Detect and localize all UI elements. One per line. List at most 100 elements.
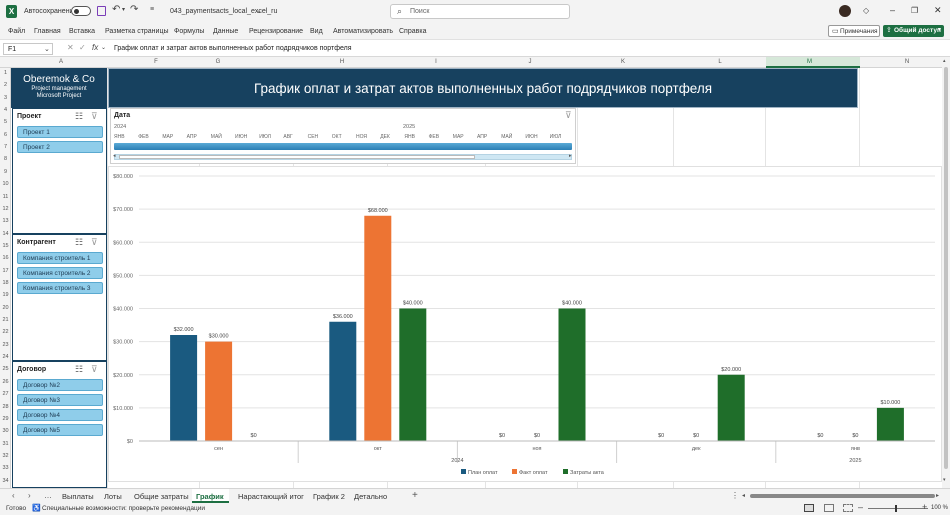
slicer-item-contract-5[interactable]: Договор №5 [17, 424, 103, 436]
zoom-slider[interactable] [868, 505, 928, 512]
more-sheets-icon[interactable]: … [44, 491, 52, 500]
row-header[interactable]: 17 [2, 267, 9, 274]
zoom-out-icon[interactable]: – [858, 502, 864, 512]
menu-data[interactable]: Данные [213, 28, 239, 35]
timeline-month[interactable]: МАЙ [501, 134, 513, 140]
row-header[interactable]: 1 [3, 70, 8, 76]
timeline-month[interactable]: ФЕВ [428, 134, 440, 140]
timeline-month[interactable]: МАЙ [210, 134, 222, 140]
column-header-h[interactable]: H [339, 59, 345, 65]
row-header[interactable]: 16 [2, 255, 9, 262]
row-header[interactable]: 3 [3, 94, 8, 101]
slicer-item-contract-2[interactable]: Договор №2 [17, 379, 103, 391]
row-header[interactable]: 6 [3, 131, 8, 138]
undo-dropdown-icon[interactable]: ▾ [122, 7, 126, 13]
row-header[interactable]: 26 [2, 378, 9, 385]
row-header[interactable]: 11 [2, 193, 9, 200]
menu-insert[interactable]: Вставка [69, 28, 96, 35]
row-header[interactable]: 4 [3, 107, 8, 114]
scroll-left-icon[interactable]: ◂ [113, 153, 116, 159]
name-box[interactable]: F1 ⌄ [3, 43, 53, 55]
tab-total-costs[interactable]: Общие затраты [134, 492, 189, 501]
row-header[interactable]: 30 [2, 428, 9, 435]
scroll-up-icon[interactable]: ▴ [943, 58, 946, 64]
row-header[interactable]: 8 [3, 156, 8, 163]
row-header[interactable]: 12 [2, 205, 9, 212]
menu-automate[interactable]: Автоматизировать [333, 28, 394, 35]
scroll-down-icon[interactable]: ▾ [943, 477, 946, 483]
timeline-month[interactable]: СЕН [307, 134, 319, 140]
row-header[interactable]: 20 [2, 304, 9, 311]
slicer-item-contract-4[interactable]: Договор №4 [17, 409, 103, 421]
tab-cumulative[interactable]: Нарастающий итог [238, 492, 304, 501]
chart-area[interactable]: $0 $10.000 $20.000 $30.000 $40.000 $50.000 $60… [108, 166, 942, 482]
row-header[interactable]: 33 [2, 465, 9, 472]
column-header-i[interactable]: I [435, 59, 437, 65]
timeline-bar[interactable] [114, 143, 572, 150]
slicer-item-project-1[interactable]: Проект 1 [17, 126, 103, 138]
row-header[interactable]: 32 [2, 452, 9, 459]
row-header[interactable]: 18 [2, 280, 9, 286]
column-header-j[interactable]: J [528, 59, 532, 65]
close-icon[interactable]: ✕ [934, 5, 942, 15]
menu-view[interactable]: Вид [310, 28, 323, 35]
tab-chart-1-active[interactable]: График 1 [192, 489, 229, 510]
formula-content[interactable]: График оплат и затрат актов выполненных … [114, 45, 352, 52]
vertical-scroll-thumb[interactable] [944, 67, 948, 469]
timeline-month[interactable]: МАР [452, 134, 464, 140]
timeline-month[interactable]: ЯНВ [114, 134, 125, 140]
save-icon[interactable] [97, 6, 106, 16]
tabs-options-icon[interactable]: ⋮ [731, 491, 739, 500]
row-header[interactable]: 2 [3, 82, 8, 89]
search-box[interactable]: ⌕ Поиск [390, 4, 570, 19]
page-layout-view-icon[interactable] [824, 504, 834, 512]
tab-chart-2[interactable]: График 2 [313, 492, 345, 501]
tab-payouts[interactable]: Выплаты [62, 492, 94, 501]
tab-details[interactable]: Детально [354, 492, 388, 501]
status-accessibility[interactable]: Специальные возможности: проверьте реком… [42, 505, 205, 512]
row-header[interactable]: 9 [3, 168, 8, 175]
timeline-month[interactable]: ЯНВ [404, 134, 415, 140]
column-header-g[interactable]: G [215, 59, 221, 65]
normal-view-icon[interactable] [804, 504, 814, 512]
timeline-scrollbar[interactable] [114, 154, 572, 160]
row-header[interactable]: 13 [2, 218, 9, 225]
clear-filter-icon[interactable]: ⊽ [91, 364, 98, 374]
timeline-month[interactable]: ОКТ [331, 134, 342, 140]
next-sheet-icon[interactable]: › [28, 491, 31, 500]
prev-sheet-icon[interactable]: ‹ [12, 491, 15, 500]
menu-review[interactable]: Рецензирование [249, 28, 304, 35]
menu-help[interactable]: Справка [399, 28, 427, 35]
avatar[interactable] [839, 5, 851, 17]
timeline-month[interactable]: ИЮЛ [259, 134, 271, 140]
row-header[interactable]: 14 [2, 230, 9, 237]
autosave-toggle[interactable] [71, 6, 91, 16]
row-header[interactable]: 22 [2, 329, 9, 336]
multi-select-icon[interactable]: ☷ [75, 111, 84, 121]
clear-filter-icon[interactable]: ⊽ [565, 110, 572, 120]
scroll-right-icon[interactable]: ▸ [569, 153, 572, 159]
filename-chevron-icon[interactable]: ⌄ [256, 8, 262, 15]
column-header-m-selected[interactable]: M [766, 57, 860, 68]
zoom-in-icon[interactable]: + [922, 502, 928, 512]
row-header[interactable]: 24 [2, 354, 9, 361]
row-header[interactable]: 23 [2, 341, 9, 348]
timeline-month[interactable]: АВГ [283, 134, 293, 140]
page-break-view-icon[interactable] [843, 504, 853, 512]
multi-select-icon[interactable]: ☷ [75, 364, 84, 374]
menu-file[interactable]: Файл [8, 28, 26, 35]
row-header[interactable]: 27 [2, 391, 9, 398]
undo-icon[interactable]: ↶ [112, 4, 121, 15]
file-name[interactable]: 043_paymentsacts_local_excel_ru [170, 8, 278, 15]
column-header-k[interactable]: K [620, 59, 625, 65]
menu-formulas[interactable]: Формулы [174, 28, 205, 35]
timeline-month[interactable]: ДЕК [380, 134, 390, 140]
row-header[interactable]: 10 [2, 181, 9, 188]
minimize-icon[interactable]: – [890, 5, 896, 15]
row-header[interactable]: 29 [2, 415, 9, 422]
row-header[interactable]: 28 [2, 403, 9, 410]
multi-select-icon[interactable]: ☷ [75, 237, 84, 247]
hscroll-right-icon[interactable]: ▸ [936, 493, 940, 499]
timeline-month[interactable]: МАР [162, 134, 174, 140]
column-header-l[interactable]: L [718, 59, 722, 65]
